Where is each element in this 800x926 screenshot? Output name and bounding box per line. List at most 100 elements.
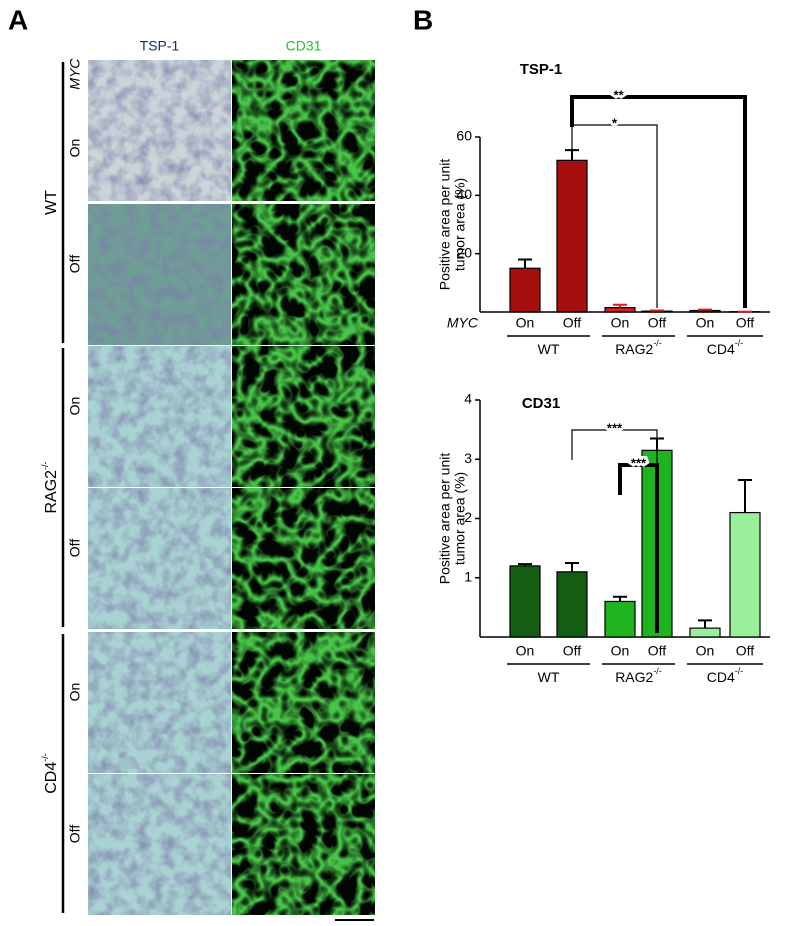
panel-label: A (8, 4, 28, 35)
significance-bracket (618, 463, 659, 633)
group-label-sup: -/- (735, 666, 744, 676)
x-tick-label: On (696, 315, 715, 331)
bar (689, 627, 721, 638)
error-bar (613, 303, 627, 308)
micrograph-signal (232, 774, 375, 915)
x-axis-label: MYC (447, 315, 479, 331)
error-bar (698, 619, 712, 629)
group-label: WT (538, 669, 560, 685)
column-header: CD31 (286, 38, 322, 54)
y-tick-label: 2 (464, 509, 472, 525)
group-label: WT (43, 190, 60, 215)
significance-label: * (612, 115, 618, 130)
group-label-sup: -/- (653, 666, 662, 676)
y-axis-label: Positive area per unit (437, 159, 453, 291)
group-label-sup: -/- (735, 338, 744, 348)
x-tick-label: Off (736, 643, 755, 659)
micrograph-texture (88, 204, 231, 345)
x-tick-label: On (696, 643, 715, 659)
group-label: CD4-/- (707, 666, 744, 684)
x-tick-label: Off (648, 315, 667, 331)
group-label: WT (538, 341, 560, 357)
x-tick-label: On (516, 643, 535, 659)
row-label: Off (67, 255, 83, 274)
group-label: CD4-/- (40, 753, 60, 794)
group-label: RAG2-/- (615, 338, 662, 356)
bar (509, 565, 541, 638)
significance-label: *** (607, 420, 623, 435)
group-label-main: WT (538, 341, 560, 357)
group-label-main: RAG2 (615, 669, 653, 685)
group-label: RAG2-/- (40, 461, 60, 513)
group-label-main: RAG2 (615, 341, 653, 357)
error-bar (698, 308, 712, 311)
group-label-main: WT (43, 190, 60, 215)
bar (556, 571, 588, 638)
micrograph-texture (88, 60, 231, 201)
significance-label: ** (613, 87, 624, 102)
significance-bracket (571, 124, 658, 308)
bar (729, 511, 761, 638)
row-label: On (67, 683, 83, 702)
error-bar (650, 309, 664, 312)
chart-title: CD31 (522, 395, 560, 412)
y-axis-label: tumor area (%) (452, 178, 468, 271)
group-label: CD4-/- (707, 338, 744, 356)
column-header: TSP-1 (140, 38, 180, 54)
group-label-sup: -/- (40, 461, 50, 470)
micrograph-texture (88, 632, 231, 773)
y-tick-label: 60 (456, 128, 472, 144)
row-label: On (67, 397, 83, 416)
y-tick-label: 20 (456, 244, 472, 260)
x-tick-label: Off (648, 643, 667, 659)
group-label-sup: -/- (40, 753, 50, 762)
bar (604, 307, 636, 313)
x-tick-label: On (611, 643, 630, 659)
x-tick-label: Off (736, 315, 755, 331)
group-label-main: CD4 (707, 341, 735, 357)
panel-label: B (413, 4, 433, 35)
group-label: RAG2-/- (615, 666, 662, 684)
micrograph-signal (232, 488, 375, 629)
group-label-main: CD4 (43, 762, 60, 794)
y-axis-label: Positive area per unit (437, 453, 453, 585)
group-label-main: RAG2 (43, 470, 60, 514)
y-tick-label: 1 (464, 568, 472, 584)
y-tick-label: 40 (456, 186, 472, 202)
micrograph-signal (232, 632, 375, 773)
bar (556, 159, 588, 313)
micrograph-texture (88, 774, 231, 915)
micrograph-texture (88, 488, 231, 629)
x-tick-label: On (516, 315, 535, 331)
error-bar (738, 478, 752, 513)
micrograph-texture (88, 346, 231, 487)
significance-label: *** (631, 455, 647, 470)
x-tick-label: Off (563, 315, 582, 331)
group-label-main: CD4 (707, 669, 735, 685)
error-bar (518, 563, 532, 566)
bar (689, 309, 721, 313)
error-bar (518, 258, 532, 269)
row-label: On (67, 139, 83, 158)
x-tick-label: On (611, 315, 630, 331)
micrograph-signal (232, 60, 375, 201)
y-tick-label: 3 (464, 450, 472, 466)
row-header: MYC (67, 58, 83, 90)
x-tick-label: Off (563, 643, 582, 659)
micrograph-signal (232, 204, 375, 345)
bar (604, 600, 636, 638)
y-axis-label: tumor area (%) (452, 472, 468, 565)
group-label-sup: -/- (653, 338, 662, 348)
bar (509, 267, 541, 313)
significance-bracket (570, 95, 747, 308)
error-bar (613, 595, 627, 602)
error-bar (565, 561, 579, 572)
group-label-main: WT (538, 669, 560, 685)
row-label: Off (67, 825, 83, 844)
micrograph-signal (232, 346, 375, 487)
row-label: Off (67, 539, 83, 558)
y-tick-label: 4 (464, 391, 472, 407)
